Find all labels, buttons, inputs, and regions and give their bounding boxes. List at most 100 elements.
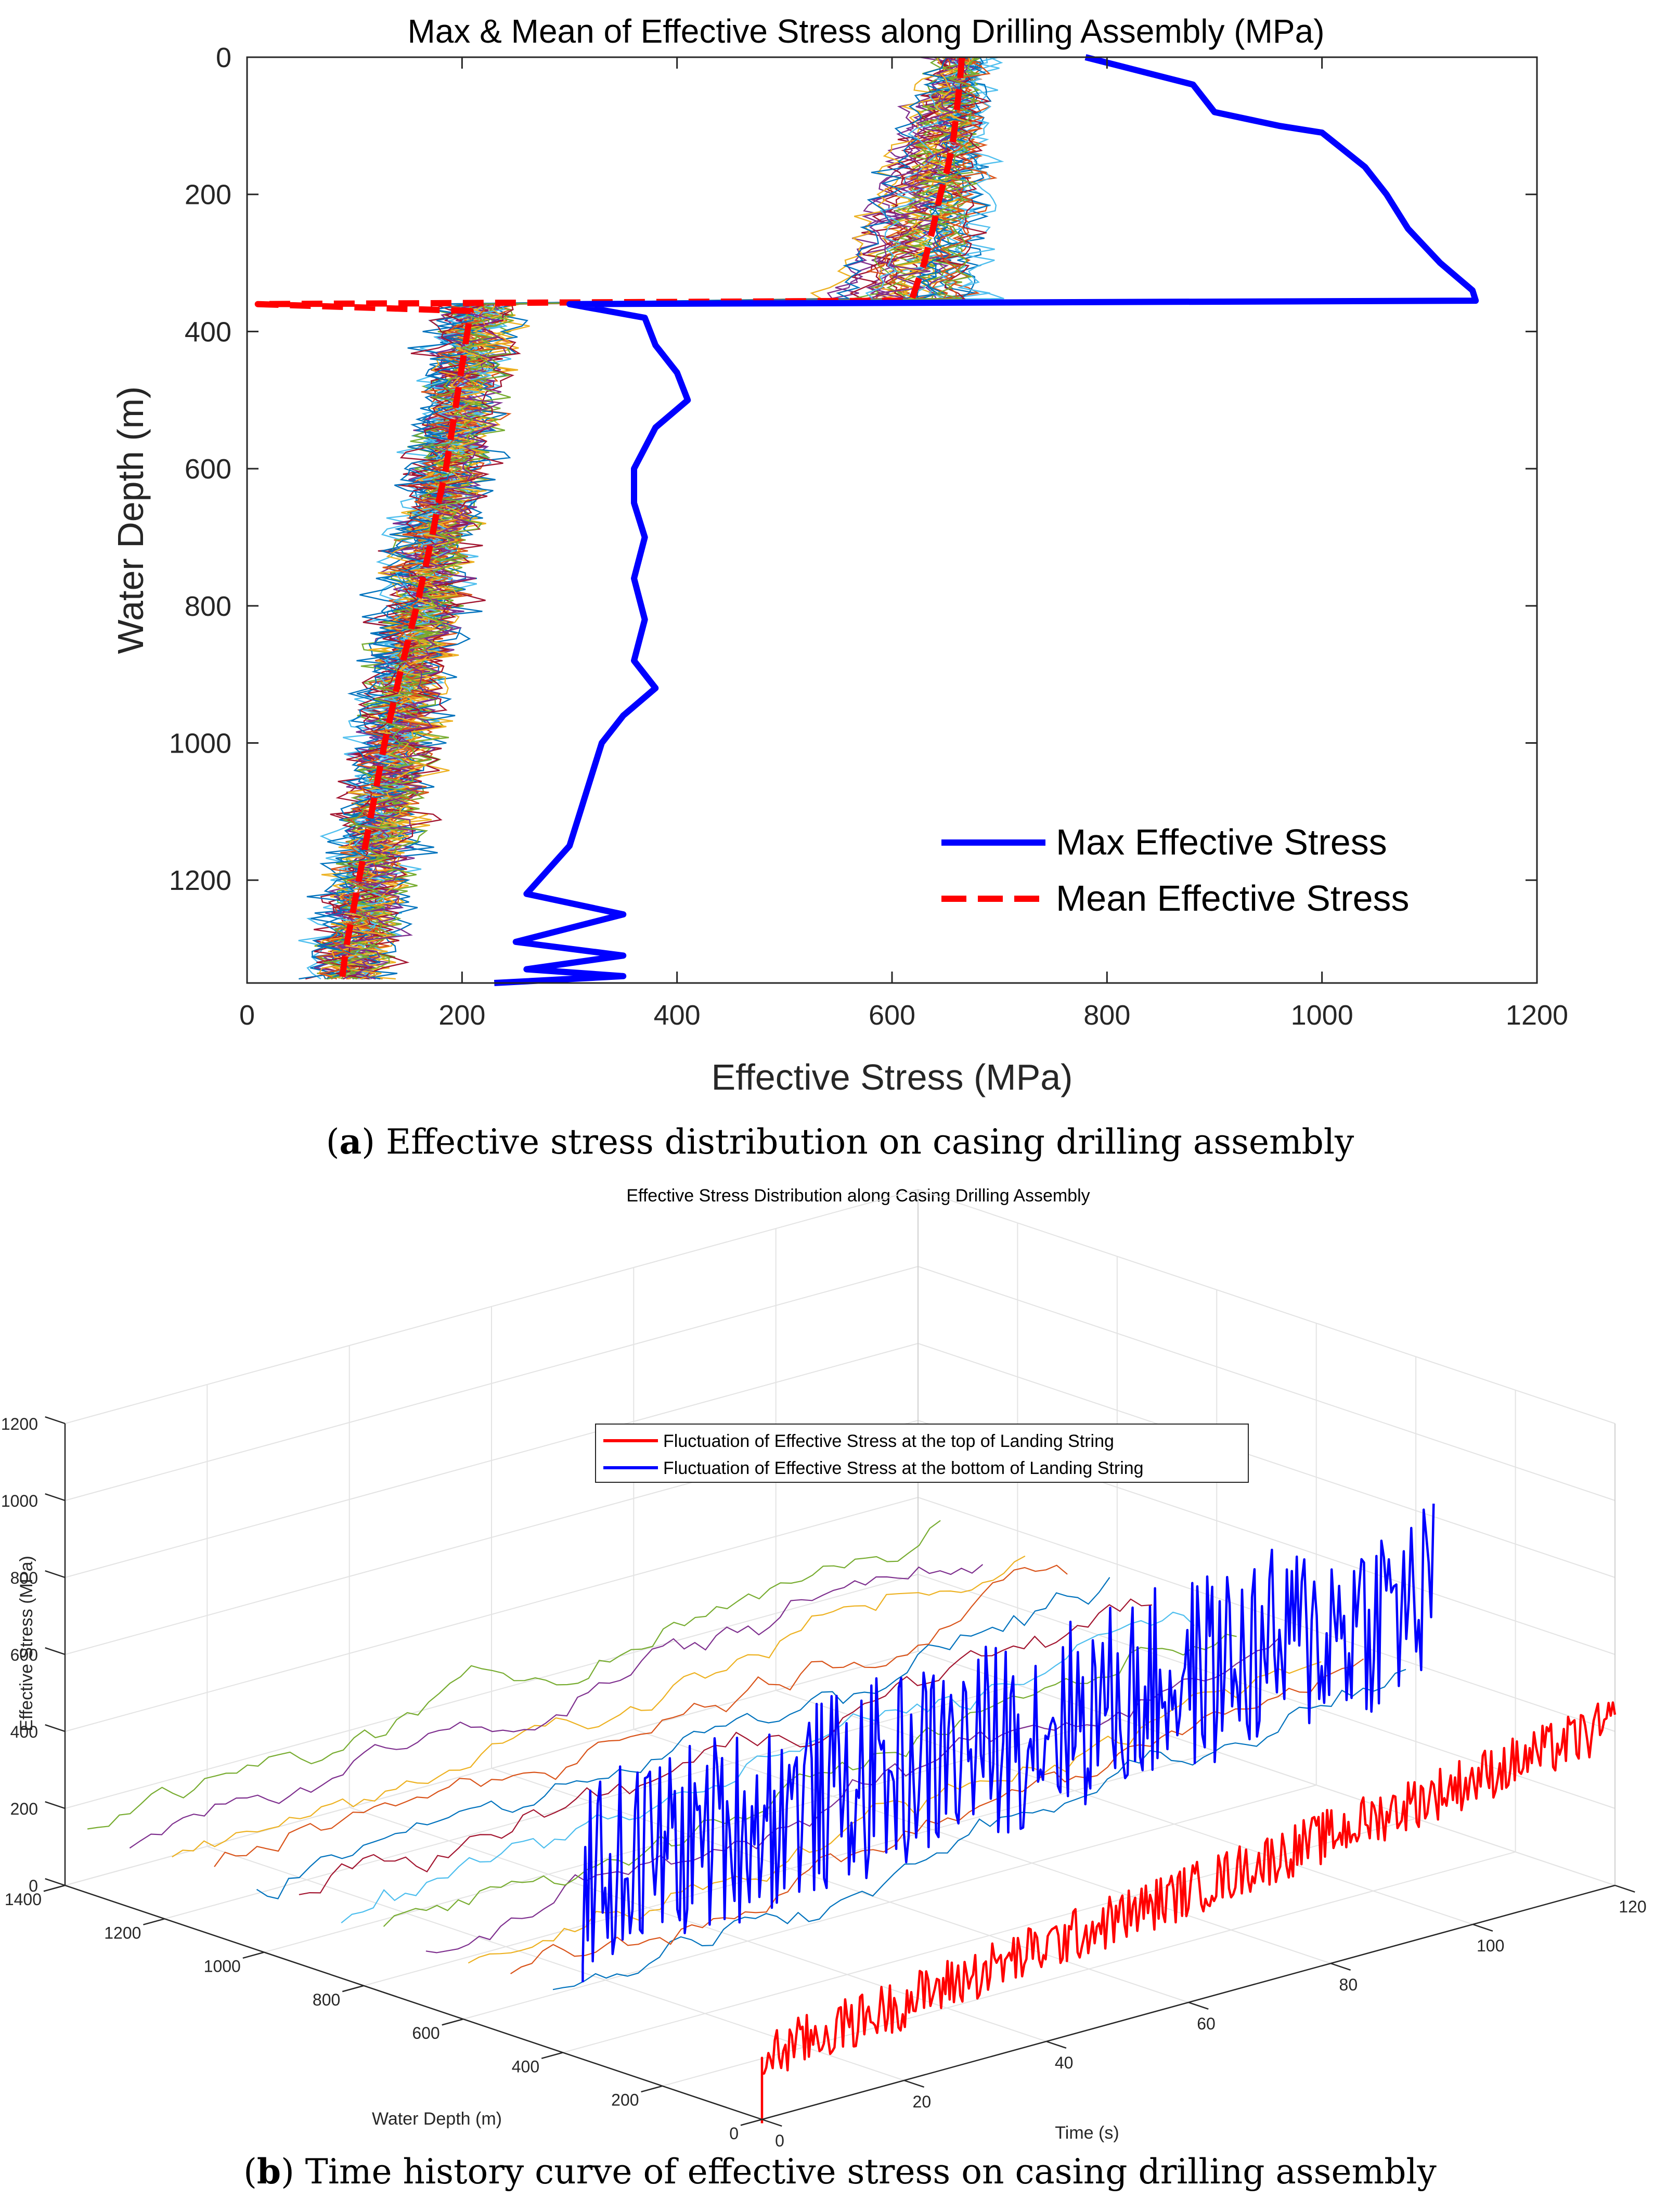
- chart-b-y-label: Water Depth (m): [372, 2109, 502, 2129]
- chart-a-sample-curve: [338, 56, 968, 980]
- chart-b-legend-box: [595, 1424, 1249, 1483]
- chart-b-z-label: Effective Stress (MPa): [17, 1556, 36, 1731]
- chart-b-sample-curve: [129, 1564, 984, 1849]
- caption-b: (b) Time history curve of effective stre…: [243, 2151, 1437, 2192]
- caption-b-letter: b: [257, 2151, 281, 2192]
- chart-b-x-tick-label: 40: [1055, 2053, 1074, 2072]
- caption-a-text: Effective stress distribution on casing …: [386, 1122, 1354, 1162]
- chart-a-title: Max & Mean of Effective Stress along Dri…: [407, 12, 1324, 50]
- chart-b-y-tick-label: 800: [313, 1990, 340, 2009]
- chart-a-x-tick-label: 0: [239, 1000, 255, 1031]
- caption-b-text: Time history curve of effective stress o…: [305, 2152, 1437, 2192]
- chart-a-x-tick-label: 400: [654, 1000, 701, 1031]
- chart-b-z-tick-label: 400: [10, 1723, 38, 1741]
- chart-a-x-tick-label: 200: [438, 1000, 485, 1031]
- chart-a-sample-curves: [298, 56, 1004, 980]
- chart-b-y-tick-label: 600: [412, 2024, 440, 2042]
- chart-b-z-tick-label: 200: [10, 1800, 38, 1818]
- caption-a: (a) Effective stress distribution on cas…: [326, 1121, 1354, 1162]
- chart-a-y-tick-label: 600: [185, 454, 231, 485]
- chart-b-y-tick-label: 1000: [204, 1957, 241, 1976]
- chart-b-x-tick-label: 120: [1619, 1897, 1646, 1916]
- chart-b-y-tick: [641, 2085, 663, 2093]
- chart-b-x-label: Time (s): [1055, 2123, 1119, 2143]
- chart-b-y-tick: [442, 2018, 464, 2026]
- caption-a-letter: a: [339, 1121, 361, 1162]
- chart-b-z-tick-label: 800: [10, 1569, 38, 1587]
- chart-a-max-line: [494, 54, 1479, 986]
- chart-b-sample-curve: [552, 1668, 1406, 1990]
- chart-b-x-tick-label: 0: [775, 2131, 784, 2150]
- legend-top-label: Fluctuation of Effective Stress at the t…: [663, 1431, 1114, 1451]
- chart-b-z-tick: [45, 1878, 66, 1886]
- chart-b-y-tick: [541, 2052, 563, 2059]
- chart-b-legend: Fluctuation of Effective Stress at the t…: [595, 1424, 1249, 1483]
- chart-b-axes: 0204060801001200200400600800100012001400…: [1, 1415, 1647, 2150]
- chart-b-y-tick: [740, 2118, 763, 2126]
- chart-b-x-tick: [1472, 1923, 1493, 1932]
- chart-b-z-tick: [45, 1647, 66, 1655]
- chart-b-x-tick-label: 80: [1339, 1975, 1358, 1994]
- chart-a-mean-line: [254, 57, 965, 984]
- chart-b-gridline: [634, 1729, 1331, 1964]
- chart-b-gridline: [662, 1851, 1516, 2087]
- chart-b-gridline: [776, 1690, 1473, 1925]
- chart-b-depth-axis: [64, 1884, 763, 2120]
- panel-b-chart: Effective Stress Distribution along Casi…: [1, 1186, 1647, 2150]
- chart-b-x-tick: [761, 2118, 782, 2127]
- chart-b-z-tick: [45, 1801, 66, 1809]
- chart-a-y-tick-label: 800: [185, 591, 231, 622]
- chart-b-gridline: [64, 1188, 1616, 1424]
- panel-a-chart: Max & Mean of Effective Stress along Dri…: [110, 12, 1568, 1097]
- chart-a-sample-curve: [315, 57, 957, 980]
- chart-b-gridline: [463, 1784, 1316, 2020]
- chart-b-z-tick-label: 1000: [1, 1492, 38, 1510]
- chart-b-z-tick: [45, 1493, 66, 1502]
- chart-a-x-tick-label: 600: [869, 1000, 915, 1031]
- chart-a-y-tick-label: 0: [216, 42, 231, 73]
- chart-b-z-tick: [45, 1724, 66, 1732]
- chart-b-y-tick-label: 1200: [104, 1923, 141, 1942]
- chart-b-z-tick-label: 600: [10, 1646, 38, 1664]
- chart-b-z-tick: [45, 1570, 66, 1579]
- chart-b-x-tick: [1046, 2040, 1067, 2049]
- chart-b-series-group: [581, 1504, 1617, 2124]
- chart-a-x-tick-label: 800: [1083, 1000, 1130, 1031]
- legend-mean-label: Mean Effective Stress: [1056, 878, 1410, 919]
- chart-b-sample-curve: [87, 1520, 941, 1830]
- chart-b-x-tick-label: 20: [913, 2092, 932, 2111]
- chart-b-z-tick-label: 0: [29, 1877, 38, 1895]
- chart-a-y-tick-label: 1200: [169, 865, 231, 896]
- chart-b-x-tick-label: 60: [1197, 2014, 1216, 2033]
- chart-b-x-tick-label: 100: [1477, 1936, 1504, 1955]
- chart-a-sample-curve: [335, 56, 1004, 979]
- chart-b-x-tick: [1188, 2001, 1209, 2010]
- chart-b-z-tick: [45, 1416, 66, 1425]
- chart-b-gridline: [491, 1768, 1189, 2003]
- chart-b-title: Effective Stress Distribution along Casi…: [626, 1186, 1090, 1206]
- chart-b-bottom-series: [581, 1504, 1435, 1983]
- chart-b-x-tick: [1330, 1962, 1351, 1971]
- chart-a-x-label: Effective Stress (MPa): [711, 1057, 1072, 1097]
- chart-a-sample-curve: [327, 56, 983, 980]
- chart-b-x-tick: [1614, 1884, 1635, 1893]
- chart-b-y-tick-label: 1400: [5, 1890, 42, 1909]
- chart-b-sample-curve: [214, 1564, 1068, 1867]
- chart-b-y-tick-label: 400: [512, 2057, 539, 2076]
- chart-a-x-tick-label: 1200: [1506, 1000, 1568, 1031]
- chart-b-sample-curve: [256, 1577, 1110, 1899]
- legend-max-label: Max Effective Stress: [1056, 822, 1387, 862]
- chart-b-x-tick: [903, 2079, 925, 2088]
- chart-b-y-tick-label: 0: [729, 2124, 739, 2143]
- chart-b-sample-curve: [172, 1555, 1026, 1858]
- chart-b-grid: [64, 1188, 1616, 2120]
- chart-a-y-tick-label: 1000: [169, 728, 231, 759]
- chart-a-legend: Max Effective Stress Mean Effective Stre…: [941, 822, 1410, 919]
- chart-a-sample-curve: [333, 57, 973, 980]
- chart-b-gridline: [364, 1751, 1217, 1986]
- chart-b-y-tick-label: 200: [611, 2091, 639, 2110]
- chart-a-x-axis: 0 200 400 600 800 1000 1200: [239, 57, 1568, 1031]
- chart-b-y-tick: [143, 1918, 165, 1925]
- chart-b-top-series: [760, 1701, 1617, 2124]
